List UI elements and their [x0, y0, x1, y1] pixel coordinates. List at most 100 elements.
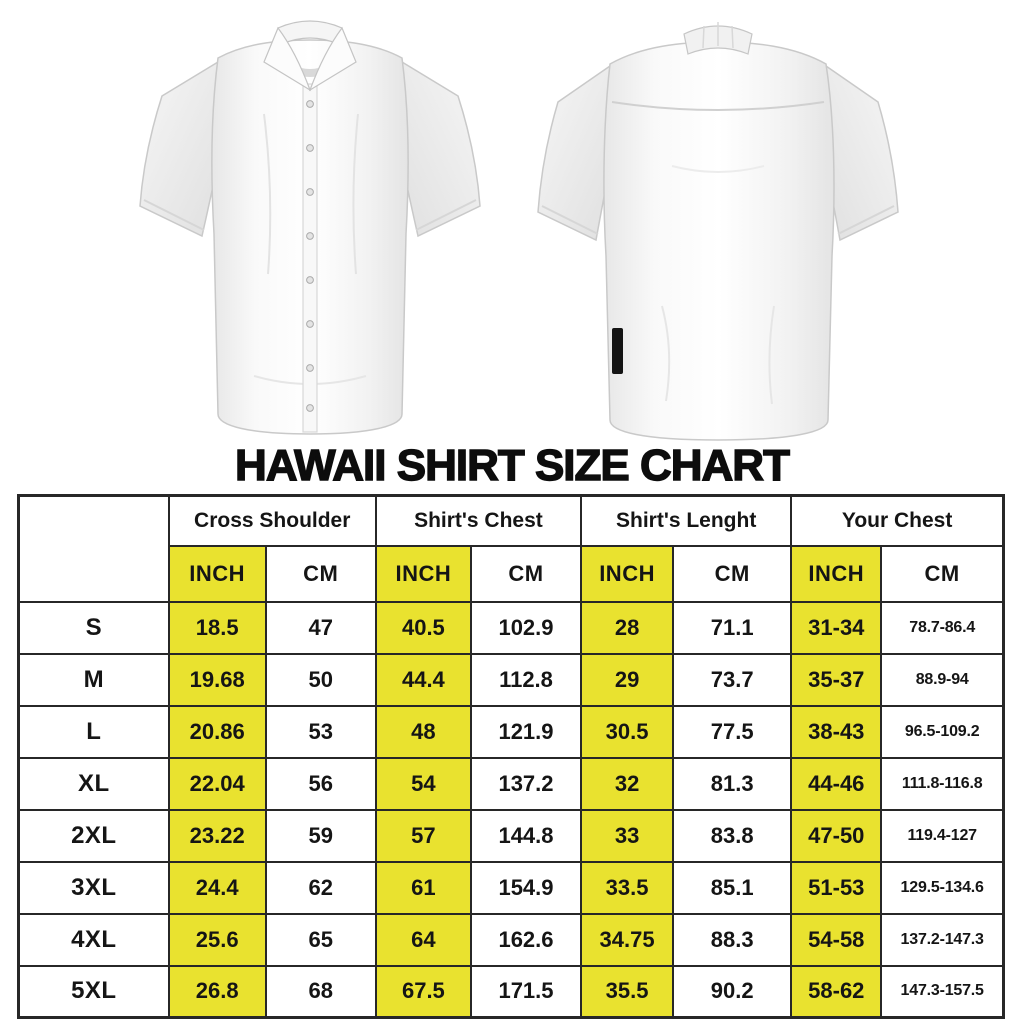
inch-value-cell: 20.86 — [167, 704, 267, 759]
cm-value-cell: 62 — [264, 860, 377, 915]
size-label: 2XL — [17, 808, 170, 863]
unit-header-inch: INCH — [167, 544, 267, 603]
unit-header-cm: CM — [469, 544, 583, 603]
size-chart-table: Cross Shoulder Shirt's Chest Shirt's Len… — [17, 494, 1005, 1019]
cm-value-cell: 111.8-116.8 — [880, 756, 1005, 811]
inch-value-cell: 57 — [374, 808, 472, 863]
size-chart-body: S 18.5 47 40.5 102.9 28 71.1 31-34 78.7-86.4 M 19.… — [17, 600, 1005, 1019]
cm-value-cell: 71.1 — [672, 600, 793, 655]
inch-value-cell: 30.5 — [580, 704, 675, 759]
cm-value-cell: 147.3-157.5 — [880, 964, 1005, 1019]
inch-value-cell: 22.04 — [167, 756, 267, 811]
group-header-row: Cross Shoulder Shirt's Chest Shirt's Len… — [17, 494, 1005, 603]
cm-value-cell: 112.8 — [469, 652, 583, 707]
table-row: 5XL 26.8 68 67.5 171.5 35.5 90.2 58-62 147.3-157… — [17, 964, 1005, 1019]
table-row: L 20.86 53 48 121.9 30.5 77.5 38-43 96.5-109.2 — [17, 704, 1005, 759]
shirt-back-image — [537, 22, 899, 441]
cm-value-cell: 59 — [264, 808, 377, 863]
inch-value-cell: 54-58 — [790, 912, 883, 967]
size-label: 3XL — [17, 860, 170, 915]
inch-value-cell: 33 — [580, 808, 675, 863]
cm-value-cell: 53 — [264, 704, 377, 759]
table-row: XL 22.04 56 54 137.2 32 81.3 44-46 111.8-116.8 — [17, 756, 1005, 811]
unit-header-inch: INCH — [580, 544, 675, 603]
cm-value-cell: 73.7 — [672, 652, 793, 707]
inch-value-cell: 58-62 — [790, 964, 883, 1019]
cm-value-cell: 47 — [264, 600, 377, 655]
unit-header-inch: INCH — [790, 544, 883, 603]
size-label: XL — [17, 756, 170, 811]
inch-value-cell: 35.5 — [580, 964, 675, 1019]
cm-value-cell: 50 — [264, 652, 377, 707]
inch-value-cell: 64 — [374, 912, 472, 967]
cm-value-cell: 88.9-94 — [880, 652, 1005, 707]
unit-header-cm: CM — [880, 544, 1005, 603]
inch-value-cell: 18.5 — [167, 600, 267, 655]
group-header-shirts-lenght: Shirt's Lenght — [580, 494, 793, 547]
inch-value-cell: 34.75 — [580, 912, 675, 967]
group-header-shirts-chest: Shirt's Chest — [374, 494, 583, 547]
inch-value-cell: 67.5 — [374, 964, 472, 1019]
table-row: S 18.5 47 40.5 102.9 28 71.1 31-34 78.7-86.4 — [17, 600, 1005, 655]
hem-tag — [612, 328, 623, 374]
inch-value-cell: 32 — [580, 756, 675, 811]
inch-value-cell: 44-46 — [790, 756, 883, 811]
table-row: M 19.68 50 44.4 112.8 29 73.7 35-37 88.9-94 — [17, 652, 1005, 707]
size-label: M — [17, 652, 170, 707]
inch-value-cell: 51-53 — [790, 860, 883, 915]
inch-value-cell: 25.6 — [167, 912, 267, 967]
inch-value-cell: 35-37 — [790, 652, 883, 707]
cm-value-cell: 81.3 — [672, 756, 793, 811]
inch-value-cell: 38-43 — [790, 704, 883, 759]
cm-value-cell: 137.2 — [469, 756, 583, 811]
inch-value-cell: 33.5 — [580, 860, 675, 915]
inch-value-cell: 31-34 — [790, 600, 883, 655]
cm-value-cell: 88.3 — [672, 912, 793, 967]
cm-value-cell: 137.2-147.3 — [880, 912, 1005, 967]
cm-value-cell: 68 — [264, 964, 377, 1019]
group-header-your-chest: Your Chest — [790, 494, 1005, 547]
unit-header-cm: CM — [264, 544, 377, 603]
cm-value-cell: 78.7-86.4 — [880, 600, 1005, 655]
table-row: 3XL 24.4 62 61 154.9 33.5 85.1 51-53 129.5-134.6 — [17, 860, 1005, 915]
cm-value-cell: 162.6 — [469, 912, 583, 967]
inch-value-cell: 61 — [374, 860, 472, 915]
inch-value-cell: 23.22 — [167, 808, 267, 863]
cm-value-cell: 90.2 — [672, 964, 793, 1019]
cm-value-cell: 65 — [264, 912, 377, 967]
corner-cell — [17, 494, 170, 603]
unit-header-cm: CM — [672, 544, 793, 603]
inch-value-cell: 29 — [580, 652, 675, 707]
cm-value-cell: 77.5 — [672, 704, 793, 759]
table-row: 2XL 23.22 59 57 144.8 33 83.8 47-50 119.4-127 — [17, 808, 1005, 863]
inch-value-cell: 24.4 — [167, 860, 267, 915]
cm-value-cell: 83.8 — [672, 808, 793, 863]
inch-value-cell: 47-50 — [790, 808, 883, 863]
inch-value-cell: 44.4 — [374, 652, 472, 707]
cm-value-cell: 56 — [264, 756, 377, 811]
inch-value-cell: 26.8 — [167, 964, 267, 1019]
group-header-cross-shoulder: Cross Shoulder — [167, 494, 377, 547]
cm-value-cell: 96.5-109.2 — [880, 704, 1005, 759]
size-label: L — [17, 704, 170, 759]
table-row: 4XL 25.6 65 64 162.6 34.75 88.3 54-58 137.2-147.… — [17, 912, 1005, 967]
cm-value-cell: 144.8 — [469, 808, 583, 863]
inch-value-cell: 19.68 — [167, 652, 267, 707]
cm-value-cell: 119.4-127 — [880, 808, 1005, 863]
cm-value-cell: 154.9 — [469, 860, 583, 915]
unit-header-inch: INCH — [374, 544, 472, 603]
inch-value-cell: 40.5 — [374, 600, 472, 655]
size-label: 4XL — [17, 912, 170, 967]
inch-value-cell: 28 — [580, 600, 675, 655]
cm-value-cell: 121.9 — [469, 704, 583, 759]
cm-value-cell: 129.5-134.6 — [880, 860, 1005, 915]
cm-value-cell: 171.5 — [469, 964, 583, 1019]
inch-value-cell: 54 — [374, 756, 472, 811]
inch-value-cell: 48 — [374, 704, 472, 759]
cm-value-cell: 102.9 — [469, 600, 583, 655]
cm-value-cell: 85.1 — [672, 860, 793, 915]
unit-header-row: INCH CM INCH CM INCH CM INCH CM — [19, 544, 1005, 603]
size-label: 5XL — [17, 964, 170, 1019]
size-label: S — [17, 600, 170, 655]
